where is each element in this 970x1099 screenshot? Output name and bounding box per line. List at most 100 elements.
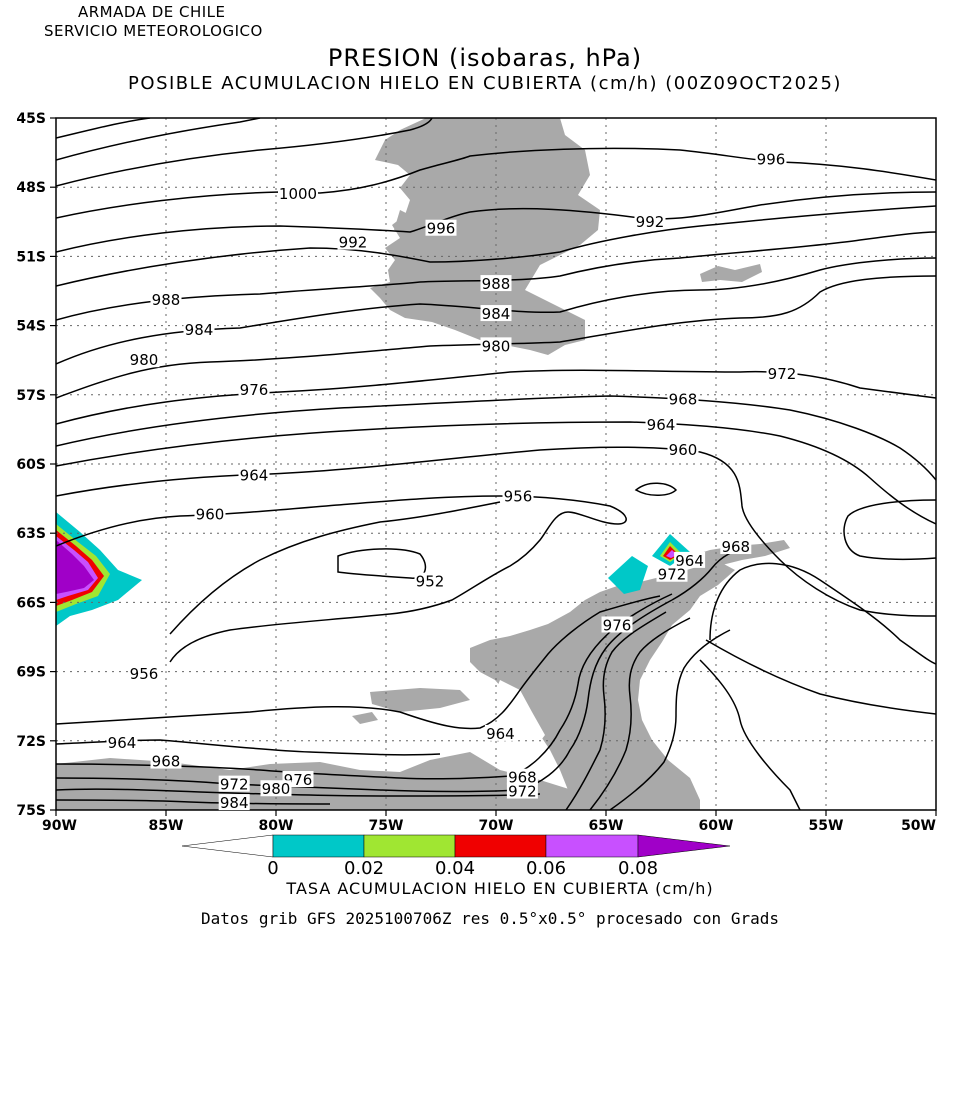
isobar-label: 968	[152, 753, 181, 771]
isobar-line	[609, 629, 731, 810]
lat-label: 45S	[16, 111, 46, 127]
isobar-label-bg	[667, 441, 699, 458]
isobar-label-bg	[128, 351, 160, 368]
lat-label: 72S	[16, 734, 46, 750]
isobar-label: 964	[486, 725, 515, 743]
isobar-label: 972	[768, 365, 797, 383]
lat-label: 54S	[16, 319, 46, 335]
colorbar-label: 0.06	[526, 858, 566, 879]
data-source-footer: Datos grib GFS 2025100706Z res 0.5°x0.5°…	[201, 909, 779, 928]
colorbar-segment-1	[272, 834, 365, 858]
colorbar-segment-5	[637, 834, 731, 858]
isobar-line	[56, 118, 433, 187]
lat-label: 63S	[16, 526, 46, 542]
isobar-label-bg	[238, 381, 270, 398]
isobar-label-bg	[106, 734, 138, 751]
isobar-line	[699, 659, 801, 810]
isobar-label: 964	[647, 416, 676, 434]
isobar-line	[565, 611, 667, 810]
land-antarctic-peninsula	[470, 562, 735, 810]
isobar-label-bg	[337, 233, 369, 250]
isobar-label-bg	[128, 664, 160, 681]
isobar-label-bg	[194, 505, 226, 522]
lat-label: 69S	[16, 665, 46, 681]
land-south-america	[370, 118, 600, 355]
isobar-line	[56, 118, 261, 161]
colorbar-title: TASA ACUMULACION HIELO EN CUBIERTA (cm/h…	[286, 879, 714, 898]
isobar-line	[56, 231, 936, 321]
isobar-label: 984	[185, 321, 214, 339]
lon-label: 70W	[479, 818, 514, 834]
isobar-label: 968	[508, 769, 537, 787]
lon-label: 50W	[901, 818, 936, 834]
isobar-label-bg	[425, 219, 457, 236]
isobar-label: 1000	[279, 185, 317, 203]
isobar-label-bg	[506, 768, 538, 785]
isobar-label-bg	[278, 185, 318, 202]
isobar-label-bg	[218, 775, 250, 792]
isobar-label-bg	[634, 212, 666, 229]
isobar-line	[56, 395, 936, 481]
land-thurston-island	[370, 688, 470, 712]
isobar-label: 964	[108, 734, 137, 752]
lat-label: 57S	[16, 388, 46, 404]
isobar-label-bg	[150, 752, 182, 769]
isobar-label-bg	[218, 794, 250, 811]
isobar-line	[56, 275, 936, 399]
isobar-label-bg	[238, 466, 270, 483]
isobar-label-bg	[414, 572, 446, 589]
colorbar-segment-3	[454, 834, 547, 858]
isobar-label-bg	[183, 321, 215, 338]
lon-label: 60W	[699, 818, 734, 834]
isobar-line	[56, 799, 331, 805]
isobar-label: 964	[675, 552, 704, 570]
isobar-label-bg	[667, 390, 699, 407]
ice-zone-east	[608, 556, 648, 594]
lat-label: 75S	[16, 803, 46, 819]
lat-label: 51S	[16, 249, 46, 265]
isobar-line	[56, 191, 936, 253]
isobar-line	[589, 617, 691, 810]
isobar-label: 988	[482, 275, 511, 293]
map-subtitle: POSIBLE ACUMULACION HIELO EN CUBIERTA (c…	[128, 73, 842, 94]
isobar-label: 960	[196, 506, 225, 524]
isobar-label-bg	[674, 551, 706, 568]
service-name: SERVICIO METEOROLOGICO	[44, 22, 263, 40]
colorbar-segment-0	[181, 834, 274, 858]
isobar-label-bg	[150, 291, 182, 308]
isobar-label: 984	[482, 305, 511, 323]
isobar-label-bg	[260, 780, 292, 797]
isobar-label: 992	[339, 234, 368, 252]
lon-label: 90W	[42, 818, 77, 834]
isobar-line	[56, 595, 661, 730]
lat-label: 60S	[16, 457, 46, 473]
isobar-label-bg	[484, 724, 516, 741]
isobar-label-bg	[502, 487, 534, 504]
isobar-line	[56, 369, 936, 425]
isobar-label: 980	[130, 351, 159, 369]
isobar-line	[56, 118, 151, 139]
isobar-label-bg	[480, 337, 512, 354]
isobar-label: 980	[262, 780, 291, 798]
isobar-line	[56, 495, 627, 663]
isobar-label-bg	[480, 305, 512, 322]
lon-label: 75W	[369, 818, 404, 834]
isobar-line	[705, 639, 936, 715]
isobar-label: 956	[130, 665, 159, 683]
lat-label: 48S	[16, 180, 46, 196]
ice-zone-west	[56, 540, 94, 594]
isobar-line	[337, 548, 427, 579]
lon-label: 55W	[809, 818, 844, 834]
colorbar	[181, 834, 731, 858]
isobar-label: 960	[669, 441, 698, 459]
ice-accumulation	[56, 512, 690, 626]
isobar-label: 968	[669, 390, 698, 408]
isobar-label: 976	[240, 381, 269, 399]
isobar-label: 976	[603, 616, 632, 634]
isobar-label: 968	[721, 538, 750, 556]
colorbar-label: 0.08	[618, 858, 658, 879]
colorbar-label: 0	[267, 858, 278, 879]
isobar-label-bg	[755, 150, 787, 167]
isobar-label-bg	[601, 616, 633, 633]
